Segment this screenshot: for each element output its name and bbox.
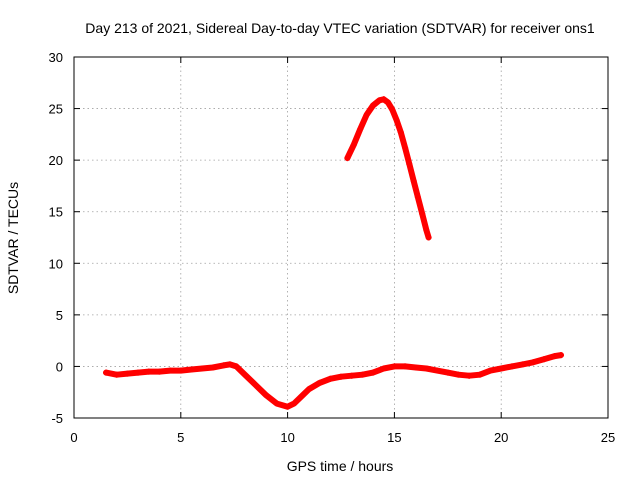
data-point <box>291 400 298 407</box>
x-tick-label: 15 <box>387 430 401 445</box>
plot-frame <box>73 56 609 419</box>
data-point <box>113 371 120 378</box>
data-point <box>188 366 195 373</box>
data-point <box>359 371 366 378</box>
data-point <box>338 373 344 380</box>
series-line-1 <box>103 352 564 410</box>
series-line-2 <box>344 96 432 241</box>
chart-title: Day 213 of 2021, Sidereal Day-to-day VTE… <box>85 20 595 36</box>
data-point <box>273 400 280 407</box>
data-point <box>209 364 216 371</box>
data-point <box>199 365 206 372</box>
y-tick-label: 25 <box>49 102 63 117</box>
data-point <box>305 386 312 393</box>
data-point <box>299 392 306 399</box>
data-point <box>348 372 355 379</box>
x-tick-label: 25 <box>601 430 615 445</box>
x-tick-label: 5 <box>177 430 184 445</box>
data-point <box>357 126 364 133</box>
data-point <box>167 367 174 374</box>
data-point <box>402 363 409 370</box>
x-tick-label: 0 <box>70 430 77 445</box>
data-point <box>419 210 426 217</box>
y-axis-label: SDTVAR / TECUs <box>5 182 21 294</box>
data-point <box>145 368 152 375</box>
data-point <box>316 379 323 386</box>
data-point <box>434 367 441 374</box>
data-point <box>380 365 387 372</box>
data-point <box>466 372 473 379</box>
data-point <box>406 161 413 168</box>
data-point <box>508 363 515 370</box>
data-point <box>263 392 270 399</box>
data-point <box>530 359 537 366</box>
data-point <box>423 365 430 372</box>
data-series <box>103 96 565 410</box>
data-point <box>412 364 419 371</box>
data-point <box>380 96 387 103</box>
data-point <box>376 97 383 104</box>
data-point <box>103 369 110 376</box>
data-point <box>423 227 430 234</box>
data-point <box>551 353 558 360</box>
data-point <box>220 362 227 369</box>
data-point <box>252 381 259 388</box>
y-tick-label: -5 <box>51 411 63 426</box>
data-point <box>455 371 462 378</box>
data-point <box>233 363 240 370</box>
x-axis-label: GPS time / hours <box>287 458 394 474</box>
axis-ticks: 0 5 10 15 20 25 -5 0 5 10 15 20 25 30 <box>49 50 616 445</box>
y-tick-label: 15 <box>49 205 63 220</box>
data-point <box>487 367 494 374</box>
data-point <box>284 403 291 410</box>
data-point <box>558 352 565 359</box>
data-point <box>124 370 131 377</box>
data-point <box>177 367 184 374</box>
data-point <box>344 155 351 162</box>
grid-lines <box>74 57 608 418</box>
data-point <box>226 361 233 368</box>
data-point <box>476 371 483 378</box>
data-point <box>350 141 357 148</box>
data-point <box>370 369 377 376</box>
data-point <box>519 361 526 368</box>
data-point <box>444 369 451 376</box>
data-point <box>241 371 248 378</box>
y-tick-label: 20 <box>49 153 63 168</box>
data-point <box>135 369 142 376</box>
data-point <box>391 363 398 370</box>
data-point <box>414 194 421 201</box>
data-point <box>327 375 334 382</box>
data-point <box>393 116 400 123</box>
data-point <box>402 144 409 151</box>
data-point <box>425 234 432 241</box>
y-tick-label: 10 <box>49 256 63 271</box>
data-point <box>384 99 391 106</box>
y-tick-label: 0 <box>56 359 63 374</box>
x-tick-label: 20 <box>494 430 508 445</box>
data-point <box>540 356 547 363</box>
data-point <box>498 365 505 372</box>
y-tick-label: 5 <box>56 308 63 323</box>
y-tick-label: 30 <box>49 50 63 65</box>
data-point <box>363 111 370 118</box>
data-point <box>370 102 377 109</box>
x-tick-label: 10 <box>280 430 294 445</box>
data-point <box>389 106 396 113</box>
data-point <box>410 177 417 184</box>
data-point <box>156 368 163 375</box>
data-point <box>397 129 404 136</box>
